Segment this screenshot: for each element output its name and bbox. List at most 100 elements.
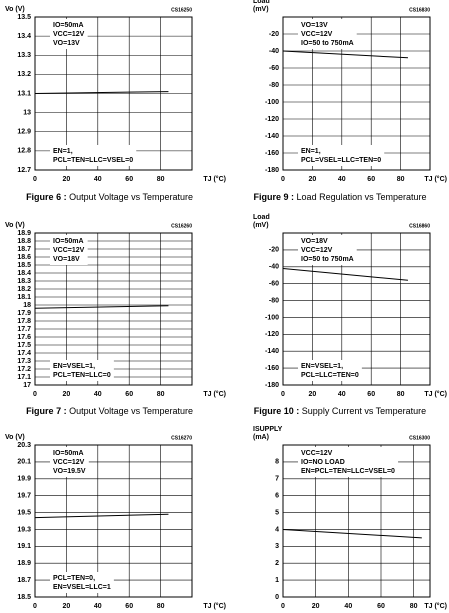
annotation: IO=50 to 750mA [301, 256, 354, 263]
y-tick-label: 19.5 [17, 509, 31, 516]
annotation: VCC=12V [53, 31, 85, 38]
x-tick-label: 60 [125, 603, 133, 610]
annotation-background [298, 360, 362, 381]
chart: 12.7 12.8 12.9 13 13.1 13.2 13.3 13.4 13.5 0 20 40 6… [5, 6, 226, 203]
annotation: IO=50mA [53, 450, 84, 457]
x-tick-label: 20 [309, 176, 317, 183]
y-tick-label: 17.6 [17, 334, 31, 341]
figure-caption: Figure 9 : Load Regulation vs Temperatur… [254, 192, 427, 202]
y-tick-label: 17.8 [17, 318, 31, 325]
figure-caption: Figure 6 : Output Voltage vs Temperature [26, 192, 193, 202]
annotation: VCC=12V [53, 247, 85, 254]
y-axis-label: ISUPPLY [253, 426, 283, 433]
x-axis-label: TJ (°C) [203, 175, 226, 183]
y-tick-label: 12.7 [17, 167, 31, 174]
y-tick-label: -80 [269, 82, 279, 89]
annotation-background [50, 447, 89, 477]
y-tick-label: 18.4 [17, 270, 31, 277]
y-tick-label: 17.9 [17, 310, 31, 317]
y-tick-label: 2 [275, 560, 279, 567]
y-tick-label: 17.3 [17, 358, 31, 365]
chart-code: CS16830 [409, 7, 430, 13]
x-axis-label: TJ (°C) [203, 602, 226, 610]
y-axis-label: (mV) [253, 6, 269, 13]
plot-frame [282, 444, 431, 598]
annotation: EN=VSEL=LLC=1 [53, 584, 111, 591]
x-tick-label: 80 [157, 176, 165, 183]
x-tick-label: 0 [281, 391, 285, 398]
y-tick-label: 13.4 [17, 33, 31, 40]
chart-code: CS16270 [171, 435, 192, 441]
data-line [282, 528, 422, 539]
chart: 18.5 18.7 18.9 19.1 19.3 19.5 19.7 19.9 20.1 20.3… [5, 434, 226, 610]
annotation-background [50, 145, 137, 166]
plot-frame [282, 232, 431, 386]
y-tick-label: -140 [265, 348, 279, 355]
y-tick-label: 18.2 [17, 286, 31, 293]
y-tick-label: -120 [265, 116, 279, 123]
x-tick-label: 20 [63, 391, 71, 398]
y-tick-label: 18.1 [17, 294, 31, 301]
annotation: PCL=TEN=0, [53, 575, 95, 582]
y-tick-label: 12.8 [17, 148, 31, 155]
chart-code: CS16300 [409, 435, 430, 441]
y-tick-label: -160 [265, 365, 279, 372]
x-tick-label: 0 [33, 603, 37, 610]
plot-frame [34, 444, 193, 598]
y-tick-label: 18.7 [17, 577, 31, 584]
x-axis-label: TJ (°C) [424, 602, 447, 610]
y-tick-label: -100 [265, 314, 279, 321]
y-tick-label: 19.3 [17, 526, 31, 533]
x-tick-label: 40 [94, 176, 102, 183]
x-tick-label: 60 [125, 391, 133, 398]
data-line [34, 305, 169, 309]
y-tick-label: 3 [275, 543, 279, 550]
annotation: PCL=LLC=TEN=0 [301, 372, 359, 379]
y-tick-label: 19.9 [17, 476, 31, 483]
y-axis-label: Load [253, 214, 270, 221]
x-tick-label: 40 [344, 603, 352, 610]
figure-caption: Figure 10 : Supply Current vs Temperatur… [254, 406, 426, 416]
x-tick-label: 60 [377, 603, 385, 610]
annotation: VCC=12V [301, 247, 333, 254]
x-tick-label: 80 [397, 176, 405, 183]
x-tick-label: 60 [367, 391, 375, 398]
y-tick-label: 17.5 [17, 342, 31, 349]
y-tick-label: 18 [23, 302, 31, 309]
y-axis-label: Vo (V) [5, 6, 25, 13]
x-tick-label: 40 [338, 176, 346, 183]
y-tick-label: 6 [275, 493, 279, 500]
annotation: PCL=TEN=LLC=0 [53, 372, 111, 379]
annotation-background [50, 572, 114, 593]
y-tick-label: -120 [265, 331, 279, 338]
figure-caption: Figure 7 : Output Voltage vs Temperature [26, 406, 193, 416]
y-tick-label: -60 [269, 65, 279, 72]
annotation: EN=PCL=TEN=LLC=VSEL=0 [301, 468, 395, 475]
x-tick-label: 0 [281, 176, 285, 183]
chart-code: CS16260 [171, 223, 192, 229]
x-tick-label: 20 [309, 391, 317, 398]
x-tick-label: 80 [410, 603, 418, 610]
x-tick-label: 40 [94, 391, 102, 398]
y-axis-label: (mV) [253, 222, 269, 229]
y-tick-label: 20.1 [17, 459, 31, 466]
annotation: VCC=12V [53, 459, 85, 466]
x-tick-label: 80 [157, 391, 165, 398]
y-tick-label: 20.3 [17, 442, 31, 449]
x-tick-label: 0 [281, 603, 285, 610]
annotation: VO=13V [53, 40, 80, 47]
y-tick-label: 17 [23, 382, 31, 389]
y-tick-label: 18.6 [17, 254, 31, 261]
y-tick-label: 18.9 [17, 230, 31, 237]
x-tick-label: 60 [125, 176, 133, 183]
y-tick-label: -20 [269, 31, 279, 38]
annotation: VCC=12V [301, 450, 333, 457]
y-tick-label: 18.5 [17, 594, 31, 601]
annotation-background [50, 19, 88, 49]
y-tick-label: 19.1 [17, 543, 31, 550]
y-tick-label: 18.9 [17, 560, 31, 567]
y-tick-label: 12.9 [17, 129, 31, 136]
y-tick-label: -40 [269, 48, 279, 55]
